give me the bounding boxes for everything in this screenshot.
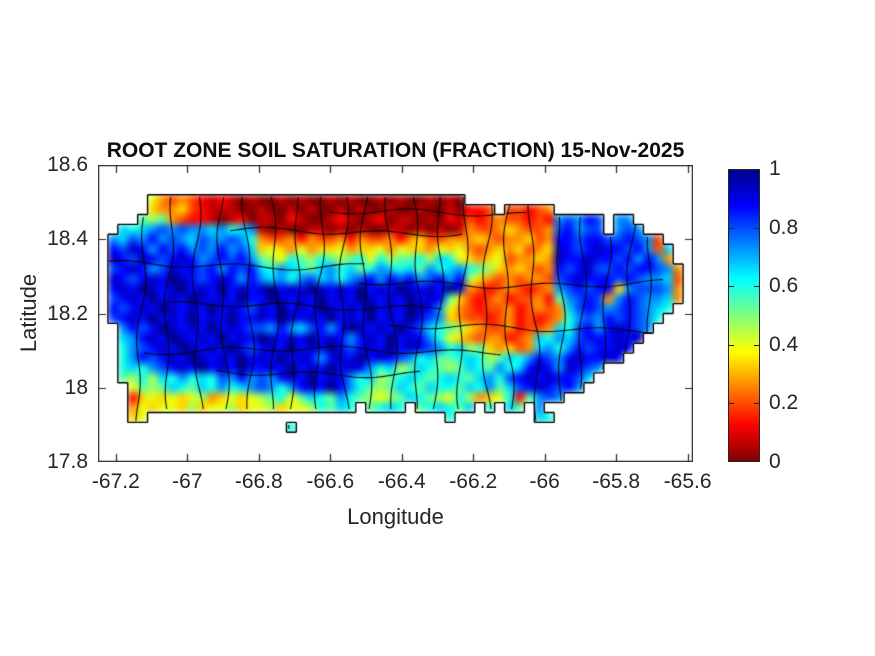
x-tick-label: -67.2 [91,470,140,493]
y-axis-label: Latitude [16,273,41,353]
colorbar-tick-mark [728,345,734,346]
colorbar-tick-mark [754,403,760,404]
colorbar-tick-label: 0 [769,450,781,473]
colorbar-tick-label: 1 [769,157,781,180]
colorbar-tick-mark [728,403,734,404]
x-tick-label: -67 [172,470,203,493]
colorbar-tick-label: 0.2 [769,391,799,415]
y-tick-label: 18.4 [47,227,88,251]
x-tick-label: -66.4 [377,470,426,493]
x-tick-label: -65.6 [663,470,712,493]
y-tick-label: 18.2 [47,301,88,325]
x-tick-label: -66.6 [306,470,355,493]
colorbar-tick-mark [728,228,734,229]
x-tick-label: -65.8 [592,470,641,493]
x-axis-label: Longitude [347,504,444,529]
map-canvas [98,165,693,462]
colorbar-tick-mark [754,345,760,346]
colorbar [728,169,760,462]
colorbar-tick-mark [754,286,760,287]
colorbar-tick-mark [728,286,734,287]
y-tick-label: 17.8 [47,450,88,473]
colorbar-tick-mark [754,228,760,229]
colorbar-tick-label: 0.6 [769,274,799,298]
y-tick-label: 18.6 [47,153,88,176]
x-tick-label: -66.8 [234,470,283,493]
y-tick-label: 18 [64,375,88,399]
chart-title: ROOT ZONE SOIL SATURATION (FRACTION) 15-… [106,139,685,162]
x-tick-label: -66.2 [449,470,498,493]
colorbar-tick-label: 0.8 [769,215,799,239]
colorbar-tick-label: 0.4 [769,332,799,356]
x-tick-label: -66 [529,470,560,493]
